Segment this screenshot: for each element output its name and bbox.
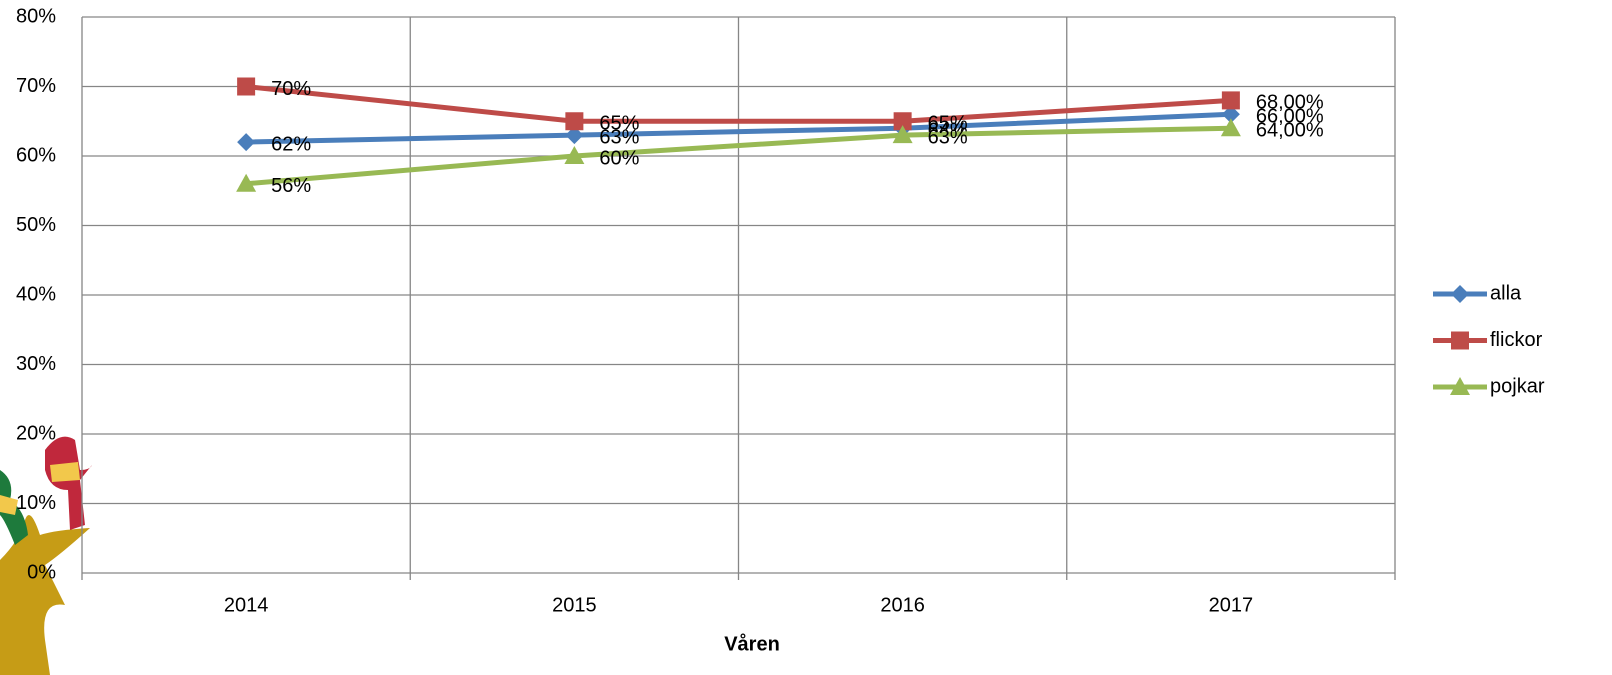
y-tick-label: 80% [16, 5, 56, 27]
marker [564, 146, 585, 164]
series-line [246, 111, 1231, 145]
data-label: 63% [599, 126, 639, 148]
marker [1221, 105, 1240, 124]
series-line [245, 125, 1231, 187]
x-tick-label: 2015 [552, 594, 597, 616]
marker [236, 173, 257, 192]
legend-marker [1450, 377, 1470, 395]
y-tick-label: 50% [16, 214, 56, 236]
data-label: 65% [928, 113, 968, 135]
series-line [245, 84, 1232, 124]
data-label: 63% [928, 126, 968, 148]
marker [237, 133, 256, 152]
data-label: 56% [271, 175, 311, 197]
data-label: 62% [271, 133, 311, 155]
legend-marker [1451, 285, 1469, 303]
marker [565, 112, 584, 131]
y-tick-label: 20% [16, 422, 56, 444]
x-tick-label: 2017 [1209, 594, 1254, 616]
y-tick-label: 30% [16, 353, 56, 375]
legend-label: alla [1490, 282, 1522, 304]
x-tick-label: 2016 [880, 594, 925, 616]
marker [1221, 91, 1240, 110]
marker [565, 126, 584, 145]
data-label: 64,00% [1256, 119, 1324, 141]
marker [237, 77, 256, 96]
legend-label: pojkar [1490, 375, 1545, 397]
logo [0, 436, 92, 675]
data-label: 66,00% [1256, 106, 1324, 128]
x-tick-label: 2014 [224, 594, 269, 616]
legend-marker [1451, 331, 1469, 350]
data-label: 60% [599, 147, 639, 169]
y-tick-label: 70% [16, 75, 56, 97]
marker [892, 125, 913, 144]
x-axis-title: Våren [724, 632, 780, 655]
data-label: 70% [271, 78, 311, 100]
y-tick-label: 0% [27, 561, 56, 583]
marker [1220, 118, 1241, 137]
data-label: 65% [599, 113, 639, 135]
y-tick-label: 40% [16, 283, 56, 305]
y-tick-label: 60% [16, 144, 56, 166]
y-tick-label: 10% [16, 492, 56, 514]
data-label: 68,00% [1256, 92, 1324, 114]
marker [893, 112, 912, 131]
legend-label: flickor [1490, 329, 1543, 351]
